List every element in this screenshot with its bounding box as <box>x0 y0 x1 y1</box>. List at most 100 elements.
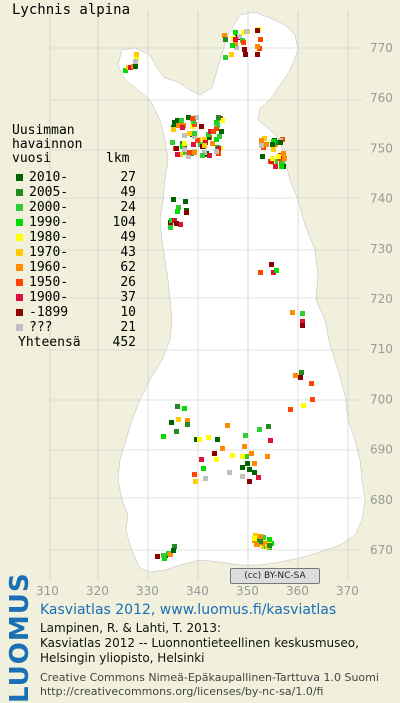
observation-square <box>288 407 293 412</box>
observation-square <box>202 150 207 155</box>
observation-square <box>271 139 276 144</box>
legend-swatch <box>16 279 23 286</box>
observation-square <box>220 118 225 123</box>
legend-period: 1980- <box>29 230 69 245</box>
kasviatlas-link[interactable]: Kasviatlas 2012, www.luomus.fi/kasviatla… <box>40 602 337 618</box>
observation-square <box>258 539 263 544</box>
legend-swatch <box>16 219 23 226</box>
observation-square <box>268 438 273 443</box>
legend-period: 1950- <box>29 275 69 290</box>
legend-col-count: lkm <box>106 151 130 166</box>
observation-square <box>206 132 211 137</box>
observation-square <box>259 138 264 143</box>
legend-period: -1899 <box>29 305 69 320</box>
legend-count: 26 <box>120 275 136 290</box>
citation-line-2: Kasviatlas 2012 -- Luonnontieteellinen k… <box>40 636 359 650</box>
observation-square <box>172 218 177 223</box>
observation-square <box>200 153 205 158</box>
observation-square <box>273 159 278 164</box>
observation-square <box>280 161 285 166</box>
observation-square <box>216 146 221 151</box>
legend-count: 49 <box>120 230 136 245</box>
legend-period: 1900- <box>29 290 69 305</box>
observation-square <box>214 137 219 142</box>
observation-square <box>182 141 187 146</box>
observation-square <box>270 156 275 161</box>
observation-square <box>261 544 266 549</box>
observation-square <box>191 119 196 124</box>
legend-swatch <box>16 264 23 271</box>
observation-square <box>194 115 199 120</box>
observation-square <box>187 131 192 136</box>
observation-square <box>133 59 138 64</box>
observation-square <box>216 115 221 120</box>
observation-square <box>233 30 238 35</box>
observation-square <box>300 311 305 316</box>
observation-square <box>192 472 197 477</box>
observation-square <box>182 133 187 138</box>
observation-square <box>211 129 216 134</box>
observation-square <box>267 543 272 548</box>
observation-square <box>186 154 191 159</box>
observation-square <box>252 536 257 541</box>
footer: LUOMUS Kasviatlas 2012, www.luomus.fi/ka… <box>0 572 400 703</box>
observation-square <box>192 150 197 155</box>
observation-square <box>257 427 262 432</box>
distribution-map: 770 760 750 740 730 720 710 700 690 680 670 310 320… <box>36 10 393 598</box>
legend-swatch <box>16 294 23 301</box>
total-count: 452 <box>112 335 136 350</box>
observation-square <box>266 424 271 429</box>
observation-square <box>214 149 219 154</box>
observation-square <box>217 134 222 139</box>
legend-row: 1950- 26 <box>12 275 136 290</box>
observation-square <box>279 164 284 169</box>
legend-swatch <box>16 324 23 331</box>
observation-square <box>171 127 176 132</box>
observation-square <box>172 120 177 125</box>
legend-swatch <box>16 249 23 256</box>
observation-square <box>197 437 202 442</box>
observation-square <box>281 151 286 156</box>
legend-row: 2010- 27 <box>12 170 136 185</box>
y-tick-label: 730 <box>370 242 393 256</box>
observation-square <box>227 470 232 475</box>
y-tick-label: 670 <box>370 543 393 557</box>
legend-period: 2010- <box>29 170 69 185</box>
cc-license-badge[interactable]: (cc) BY-NC-SA <box>230 568 320 584</box>
legend-swatch <box>16 309 23 316</box>
observation-square <box>220 446 225 451</box>
observation-square <box>180 125 185 130</box>
observation-square <box>161 553 166 558</box>
observation-square <box>187 150 192 155</box>
luomus-logo: LUOMUS <box>5 572 35 703</box>
citation-line-3: Helsingin yliopisto, Helsinki <box>40 651 205 665</box>
legend-row: 2005- 49 <box>12 185 136 200</box>
y-tick-label: 700 <box>370 392 393 406</box>
observation-square <box>178 222 183 227</box>
observation-square <box>193 479 198 484</box>
legend-total: Yhteensä 452 <box>18 335 136 350</box>
legend-period: 1960- <box>29 260 69 275</box>
legend-count: 43 <box>120 245 136 260</box>
observation-square <box>255 44 260 49</box>
observation-square <box>265 454 270 459</box>
observation-square <box>243 433 248 438</box>
observation-square <box>186 115 191 120</box>
observation-square <box>230 453 235 458</box>
y-tick-label: 740 <box>370 192 393 206</box>
observation-square <box>240 474 245 479</box>
observation-square <box>123 68 128 73</box>
license-url[interactable]: http://creativecommons.org/licenses/by-n… <box>40 685 324 698</box>
observation-square <box>309 381 314 386</box>
observation-square <box>182 147 187 152</box>
observation-square <box>203 476 208 481</box>
observation-square <box>247 467 252 472</box>
observation-square <box>269 159 274 164</box>
observation-square <box>171 197 176 202</box>
observation-square <box>269 262 274 267</box>
y-tick-label: 690 <box>370 443 393 457</box>
observation-square <box>134 55 139 60</box>
observation-square <box>174 429 179 434</box>
observation-square <box>254 542 259 547</box>
legend-period: ??? <box>29 320 53 335</box>
